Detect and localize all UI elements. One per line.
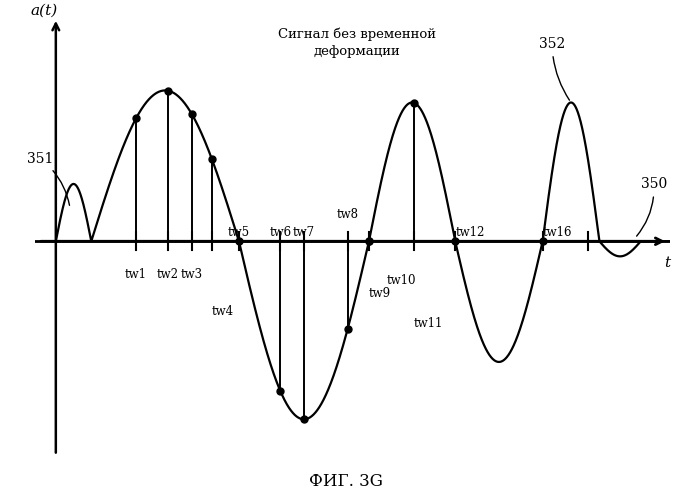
Text: a(t): a(t) — [30, 4, 57, 18]
Text: t: t — [664, 256, 670, 270]
Text: tw8: tw8 — [337, 208, 359, 221]
Text: 352: 352 — [539, 37, 569, 100]
Text: Сигнал без временной
деформации: Сигнал без временной деформации — [278, 27, 436, 58]
Text: tw12: tw12 — [455, 226, 484, 239]
Text: tw5: tw5 — [228, 226, 250, 239]
Text: tw3: tw3 — [180, 268, 202, 281]
Text: tw2: tw2 — [157, 268, 179, 281]
Text: tw10: tw10 — [387, 274, 416, 287]
Text: tw16: tw16 — [542, 226, 572, 239]
Text: 351: 351 — [27, 152, 70, 206]
Text: tw6: tw6 — [269, 226, 292, 239]
Text: 350: 350 — [636, 178, 667, 236]
Text: tw9: tw9 — [369, 286, 391, 300]
Text: tw1: tw1 — [125, 268, 147, 281]
Text: tw11: tw11 — [414, 316, 443, 330]
Text: tw4: tw4 — [212, 304, 234, 318]
Text: tw7: tw7 — [293, 226, 315, 239]
Text: ФИГ. 3G: ФИГ. 3G — [309, 473, 382, 490]
